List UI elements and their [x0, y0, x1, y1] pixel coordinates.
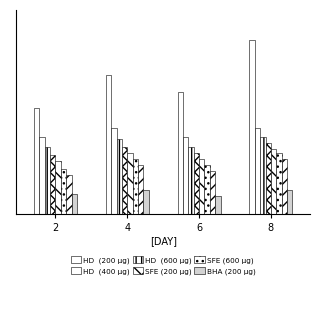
Bar — [178, 92, 183, 214]
Bar — [287, 190, 292, 214]
Bar — [143, 190, 149, 214]
Bar — [183, 137, 188, 214]
Legend: HD  (200 μg), HD  (400 μg), HD  (600 μg), SFE (200 μg), SFE (600 μg), BHA (200 μ: HD (200 μg), HD (400 μg), HD (600 μg), S… — [69, 255, 257, 276]
Bar — [55, 161, 61, 214]
Bar — [45, 147, 50, 214]
Bar — [122, 147, 127, 214]
Bar — [249, 40, 255, 214]
Bar — [282, 159, 287, 214]
Bar — [34, 108, 39, 214]
Bar — [266, 143, 271, 214]
Bar — [72, 194, 77, 214]
Bar — [210, 172, 215, 214]
Bar — [199, 159, 204, 214]
Bar — [39, 137, 45, 214]
Bar — [188, 147, 194, 214]
Bar — [204, 165, 210, 214]
Bar — [138, 165, 143, 214]
Bar — [116, 139, 122, 214]
Bar — [106, 75, 111, 214]
Bar — [260, 137, 266, 214]
Bar — [133, 159, 138, 214]
Bar — [127, 153, 133, 214]
Bar — [276, 153, 282, 214]
Bar — [111, 128, 116, 214]
Bar — [50, 155, 55, 214]
Bar — [194, 153, 199, 214]
X-axis label: [DAY]: [DAY] — [150, 236, 177, 246]
Bar — [271, 149, 276, 214]
Bar — [215, 196, 221, 214]
Bar — [255, 128, 260, 214]
Bar — [66, 175, 72, 214]
Bar — [61, 169, 66, 214]
